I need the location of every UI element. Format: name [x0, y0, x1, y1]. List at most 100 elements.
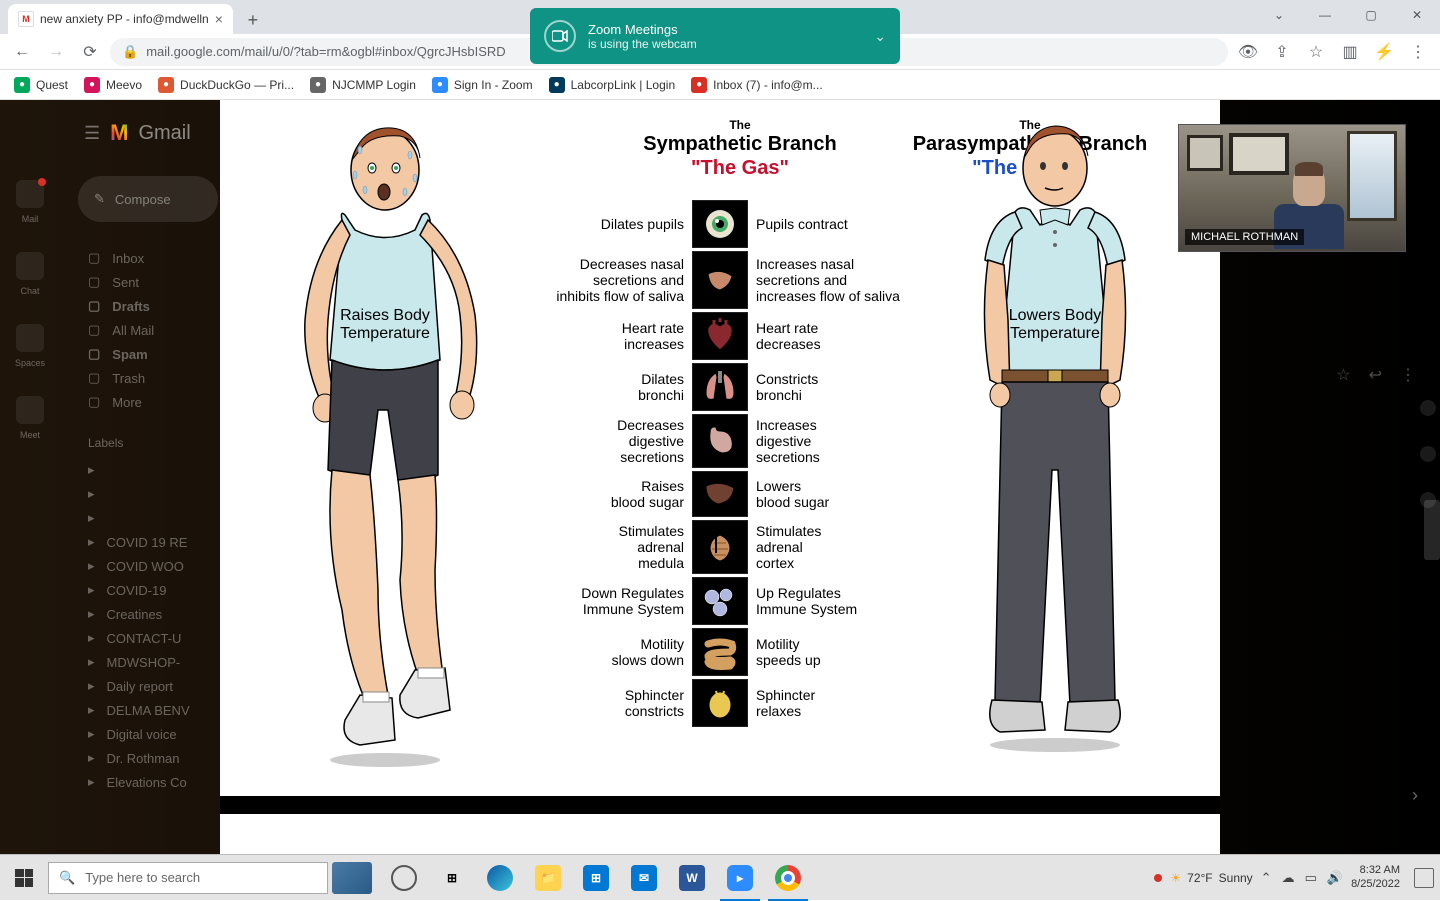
back-button[interactable]: ← — [8, 38, 36, 66]
mail-rail-icon[interactable] — [16, 180, 44, 208]
bookmark-favicon-icon: ● — [549, 77, 565, 93]
liver-organ-icon — [692, 471, 748, 517]
star-icon[interactable]: ☆ — [1336, 365, 1350, 385]
eye-icon[interactable]: 👁 — [1234, 38, 1262, 66]
extension-icon[interactable]: ⚡ — [1370, 38, 1398, 66]
parasympathetic-effect-label: Lowersblood sugar — [756, 478, 906, 510]
parasympathetic-effect-label: Sphincterrelaxes — [756, 687, 906, 719]
mail-icon[interactable]: ✉ — [620, 855, 668, 901]
hamburger-icon[interactable]: ☰ — [84, 123, 100, 144]
sidepanel-icon[interactable]: ▥ — [1336, 38, 1364, 66]
expand-arrow-icon[interactable]: › — [1412, 785, 1418, 806]
new-tab-button[interactable]: + — [239, 6, 267, 34]
immune-organ-icon — [692, 577, 748, 625]
chevron-up-icon[interactable]: ⌃ — [1261, 870, 1272, 886]
gmail-app-rail: Mail Chat Spaces Meet — [0, 100, 60, 854]
system-clock[interactable]: 8:32 AM 8/25/2022 — [1351, 864, 1400, 890]
reply-icon[interactable]: ↩ — [1369, 365, 1382, 385]
heart-organ-icon — [692, 312, 748, 360]
minimize-button[interactable]: — — [1302, 0, 1348, 30]
parasympathetic-effect-label: Constrictsbronchi — [756, 371, 906, 403]
word-icon[interactable]: W — [668, 855, 716, 901]
task-view-icon[interactable]: ⊞ — [428, 855, 476, 901]
parasympathetic-effect-label: Increasesdigestivesecretions — [756, 417, 906, 465]
bookmark-favicon-icon: ● — [158, 77, 174, 93]
nose-organ-icon — [692, 251, 748, 309]
edge-icon[interactable] — [476, 855, 524, 901]
battery-icon[interactable]: ▭ — [1305, 870, 1317, 886]
maximize-button[interactable]: ▢ — [1348, 0, 1394, 30]
bookmark-item[interactable]: ●Sign In - Zoom — [426, 74, 539, 96]
more-icon[interactable]: ⋮ — [1400, 365, 1416, 385]
zoom-webcam-panel[interactable]: MICHAEL ROTHMAN — [1178, 124, 1406, 252]
search-icon: 🔍 — [59, 870, 75, 886]
scrollbar-thumb[interactable] — [1424, 500, 1440, 560]
lungs-organ-icon — [692, 363, 748, 411]
taskbar-search-input[interactable]: 🔍 Type here to search — [48, 862, 328, 894]
addon-icon[interactable] — [1420, 492, 1436, 508]
svg-text:Lowers Body: Lowers Body — [1009, 307, 1102, 324]
share-icon[interactable]: ⇪ — [1268, 38, 1296, 66]
menu-icon[interactable]: ⋮ — [1404, 38, 1432, 66]
spaces-rail-icon[interactable] — [16, 324, 44, 352]
chevron-down-icon[interactable]: ⌄ — [1256, 0, 1302, 30]
reload-button[interactable]: ⟳ — [76, 38, 104, 66]
volume-icon[interactable]: 🔊 — [1327, 870, 1343, 886]
chat-rail-icon[interactable] — [16, 252, 44, 280]
label-icon: ▸ — [88, 462, 95, 478]
compose-button[interactable]: ✎ Compose — [78, 176, 218, 222]
eye-organ-icon — [692, 200, 748, 248]
organ-column — [692, 200, 748, 727]
parasympathetic-effect-label: Increases nasalsecretions andincreases f… — [756, 256, 906, 304]
tab-close-icon[interactable]: × — [215, 11, 223, 27]
bookmark-item[interactable]: ●DuckDuckGo — Pri... — [152, 74, 300, 96]
label-icon: ▸ — [88, 606, 95, 622]
addon-icon[interactable] — [1420, 446, 1436, 462]
gas-tag: "The Gas" — [580, 156, 900, 180]
sympathetic-effect-label: Dilatesbronchi — [534, 371, 684, 403]
weather-widget-icon[interactable] — [332, 862, 372, 894]
start-button[interactable] — [0, 855, 48, 901]
chrome-taskbar-icon[interactable] — [764, 855, 812, 901]
store-icon[interactable]: ⊞ — [572, 855, 620, 901]
bookmark-item[interactable]: ●Meevo — [78, 74, 148, 96]
folder-icon: ▢ — [88, 322, 100, 338]
sympathetic-effect-label: Decreasesdigestivesecretions — [534, 417, 684, 465]
label-icon: ▸ — [88, 486, 95, 502]
notification-dot-icon[interactable] — [1154, 874, 1162, 882]
bookmark-favicon-icon: ● — [432, 77, 448, 93]
bookmark-favicon-icon: ● — [84, 77, 100, 93]
addon-icon[interactable] — [1420, 400, 1436, 416]
close-window-button[interactable]: ✕ — [1394, 0, 1440, 30]
parasympathetic-effect-label: Motilityspeeds up — [756, 636, 906, 668]
bookmark-item[interactable]: ●Inbox (7) - info@m... — [685, 74, 829, 96]
weather-tray[interactable]: ☀ 72°F Sunny — [1170, 871, 1252, 885]
onedrive-icon[interactable]: ☁ — [1282, 870, 1295, 886]
url-text: mail.google.com/mail/u/0/?tab=rm&ogbl#in… — [146, 44, 505, 59]
label-icon: ▸ — [88, 702, 95, 718]
webcam-participant-name: MICHAEL ROTHMAN — [1185, 229, 1304, 245]
sympathetic-effect-label: Heart rateincreases — [534, 320, 684, 352]
label-icon: ▸ — [88, 750, 95, 766]
bookmark-item[interactable]: ●NJCMMP Login — [304, 74, 422, 96]
star-icon[interactable]: ☆ — [1302, 38, 1330, 66]
message-toolbar: ☆ ↩ ⋮ — [1336, 365, 1416, 385]
svg-text:Temperature: Temperature — [1010, 325, 1100, 342]
sympathetic-effect-label: Dilates pupils — [534, 216, 684, 232]
zoom-taskbar-icon[interactable]: ▸ — [716, 855, 764, 901]
zoom-webcam-notification[interactable]: Zoom Meetings is using the webcam ⌄ — [530, 8, 900, 64]
folder-icon: ▢ — [88, 346, 100, 362]
action-center-icon[interactable] — [1414, 868, 1434, 888]
browser-tab[interactable]: M new anxiety PP - info@mdwelln × — [8, 4, 233, 34]
window-controls: ⌄ — ▢ ✕ — [1256, 0, 1440, 30]
parasympathetic-effect-label: Heart ratedecreases — [756, 320, 906, 352]
bookmark-item[interactable]: ●LabcorpLink | Login — [543, 74, 682, 96]
lock-icon: 🔒 — [122, 44, 138, 60]
cortana-icon[interactable] — [380, 855, 428, 901]
meet-rail-icon[interactable] — [16, 396, 44, 424]
forward-button[interactable]: → — [42, 38, 70, 66]
explorer-icon[interactable]: 📁 — [524, 855, 572, 901]
bookmark-item[interactable]: ●Quest — [8, 74, 74, 96]
bookmarks-bar: ●Quest●Meevo●DuckDuckGo — Pri...●NJCMMP … — [0, 70, 1440, 100]
chevron-down-icon[interactable]: ⌄ — [874, 28, 886, 45]
